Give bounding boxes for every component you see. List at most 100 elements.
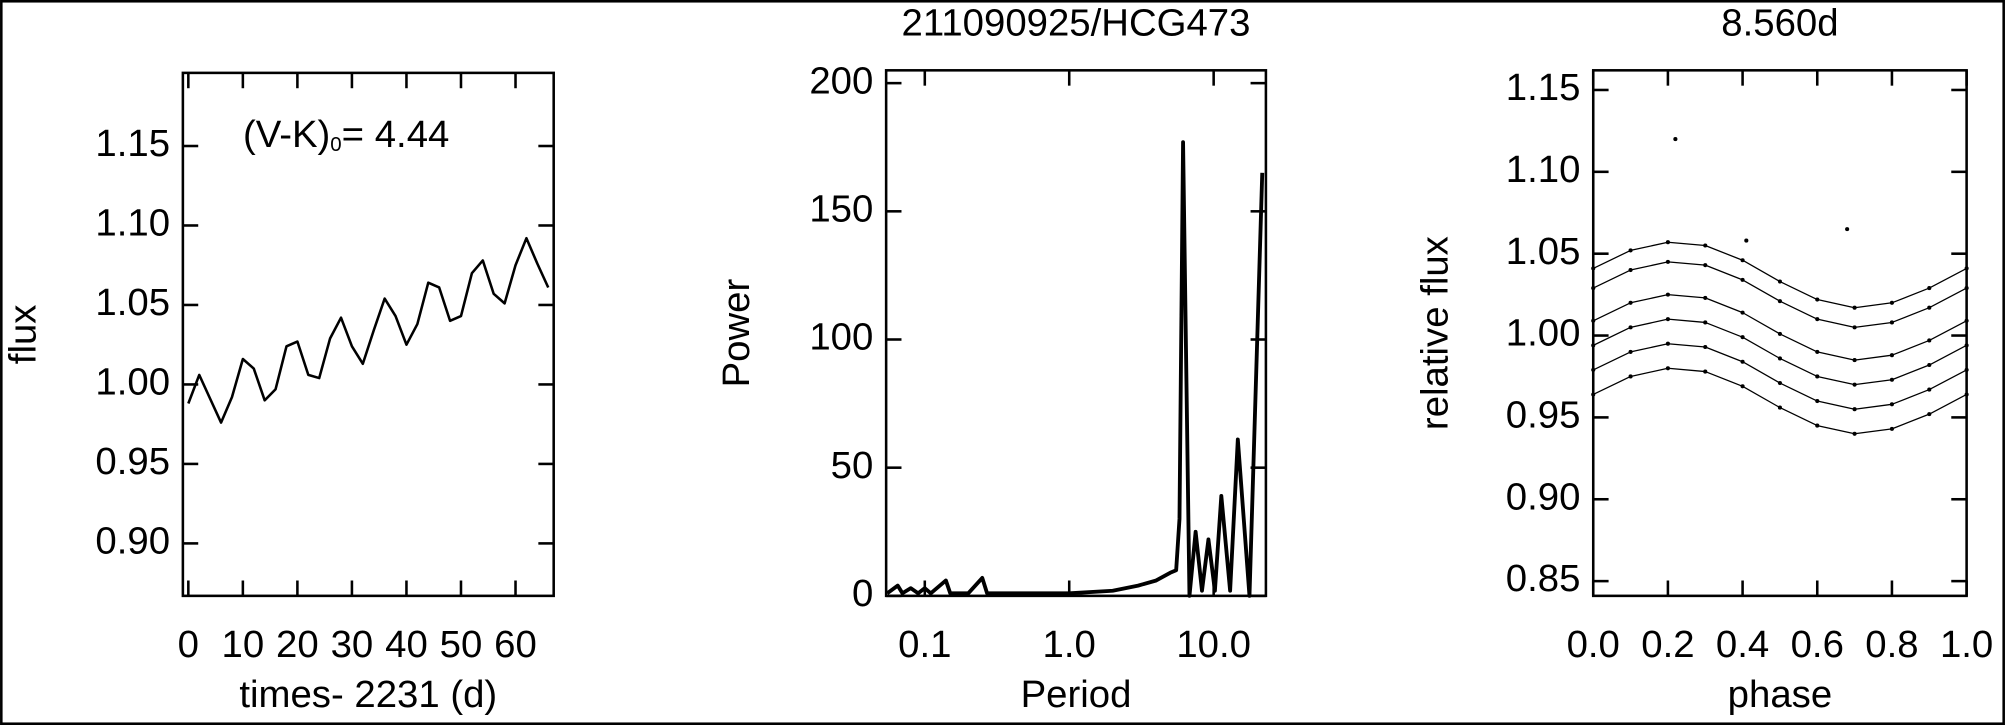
data-point	[1703, 344, 1708, 350]
y-tick-label: 100	[809, 316, 873, 359]
y-tick-label: 1.05	[1506, 230, 1581, 273]
y-tick-label: 1.15	[95, 122, 170, 165]
data-point	[1703, 369, 1708, 374]
y-tick-label: 0.95	[1506, 394, 1581, 437]
x-tick-label: 40	[385, 623, 428, 666]
data-point	[1852, 305, 1857, 310]
y-axis-label: flux	[2, 305, 45, 365]
y-tick-label: 150	[809, 187, 873, 230]
y-tick-label: 0.85	[1506, 557, 1581, 600]
data-point	[1591, 266, 1596, 271]
data-point	[1665, 292, 1670, 297]
data-point	[1777, 356, 1782, 361]
data-point	[1852, 325, 1857, 330]
data-point	[1889, 426, 1894, 431]
y-axis-label: relative flux	[1413, 236, 1456, 430]
x-axis-label: times- 2231 (d)	[239, 673, 497, 716]
y-tick-label: 1.05	[95, 281, 170, 324]
data-point	[1815, 349, 1820, 354]
data-point	[1927, 338, 1932, 343]
data-point	[1740, 359, 1745, 364]
data-point	[1889, 300, 1894, 305]
data-point	[1628, 374, 1633, 379]
data-point	[1591, 343, 1596, 348]
data-point	[1740, 335, 1745, 340]
y-tick-label: 1.00	[95, 361, 170, 404]
data-point	[1852, 382, 1857, 387]
data-point	[1777, 405, 1782, 410]
annotation-subscript: 0	[330, 133, 341, 156]
data-point	[1777, 279, 1782, 284]
data-point	[1591, 286, 1596, 291]
data-point	[1591, 367, 1596, 372]
data-point	[1703, 263, 1708, 268]
data-point	[1673, 137, 1678, 142]
data-point	[1665, 317, 1670, 322]
data-point	[1964, 392, 1969, 397]
x-axis-label: phase	[1728, 673, 1832, 716]
y-tick-label: 1.00	[1506, 312, 1581, 355]
data-point	[1889, 377, 1894, 382]
y-tick-label: 0.90	[95, 520, 170, 563]
x-tick-label: 30	[331, 623, 374, 666]
data-point	[1889, 402, 1894, 407]
data-point	[1665, 366, 1670, 371]
x-tick-label: 50	[440, 623, 483, 666]
y-tick-label: 50	[831, 444, 874, 487]
data-point	[1665, 341, 1670, 346]
x-axis-label: Period	[1021, 673, 1132, 716]
plot-frame	[181, 71, 555, 598]
data-point	[1852, 431, 1857, 436]
data-point	[1964, 318, 1969, 323]
data-point	[1852, 407, 1857, 412]
y-tick-label: 0.95	[95, 440, 170, 483]
x-tick-label: 0.6	[1791, 623, 1844, 666]
y-tick-label: 0	[852, 572, 873, 615]
data-point	[1889, 353, 1894, 358]
x-tick-label: 20	[276, 623, 319, 666]
data-point	[1591, 318, 1596, 323]
data-point	[1665, 259, 1670, 264]
data-point	[1628, 300, 1633, 305]
data-point	[1927, 387, 1932, 392]
data-point	[1703, 320, 1708, 325]
data-point	[1964, 343, 1969, 348]
data-point	[1665, 240, 1670, 245]
x-tick-label: 10.0	[1176, 623, 1251, 666]
plot-frame	[1591, 69, 1968, 598]
series-line	[187, 236, 550, 424]
x-tick-label: 1.0	[1043, 623, 1096, 666]
y-tick-label: 0.90	[1506, 475, 1581, 518]
data-point	[1927, 412, 1932, 417]
x-tick-label: 0.8	[1865, 623, 1918, 666]
data-point	[1628, 248, 1633, 253]
y-tick-label: 1.10	[1506, 148, 1581, 191]
data-point	[1815, 374, 1820, 379]
data-point	[1591, 392, 1596, 397]
data-point	[1740, 258, 1745, 263]
data-point	[1777, 380, 1782, 386]
data-point	[1815, 398, 1820, 404]
data-point	[1815, 297, 1820, 302]
data-point	[1703, 295, 1708, 300]
data-point	[1777, 299, 1782, 304]
data-point	[1889, 320, 1894, 325]
x-tick-label: 0.0	[1567, 623, 1620, 666]
data-point	[1927, 305, 1932, 310]
x-tick-label: 0	[178, 623, 199, 666]
data-point	[1777, 331, 1782, 336]
data-point	[1740, 277, 1745, 282]
data-point	[1628, 325, 1633, 330]
data-point	[1852, 358, 1857, 363]
plot-frame	[884, 69, 1268, 598]
data-point	[1740, 384, 1745, 389]
y-axis-label: Power	[715, 279, 758, 388]
data-point	[1628, 349, 1633, 354]
data-point	[1964, 266, 1969, 271]
data-point	[1703, 243, 1708, 248]
annotation: (V-K)0= 4.44	[243, 113, 449, 156]
data-point	[1628, 268, 1633, 273]
chart-title: 8.560d	[1721, 2, 1838, 45]
